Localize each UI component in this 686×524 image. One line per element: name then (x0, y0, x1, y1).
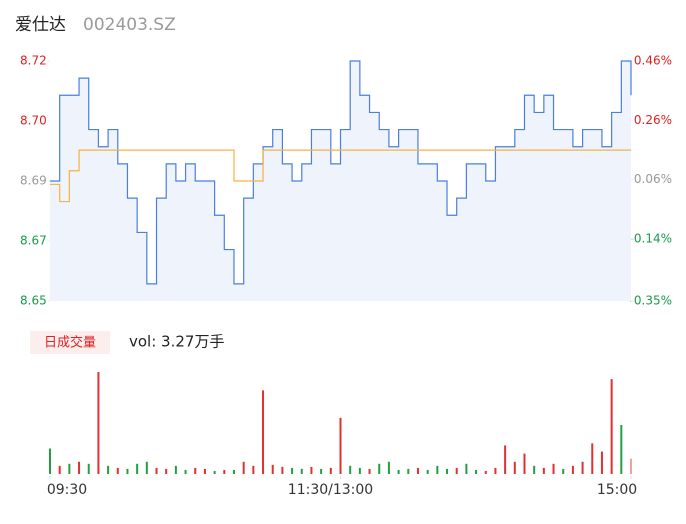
volume-bar (610, 379, 613, 474)
volume-bar (620, 425, 623, 474)
volume-bar (320, 468, 323, 474)
volume-bar (242, 461, 245, 474)
volume-bar (87, 463, 90, 474)
volume-bar (600, 451, 603, 474)
volume-bar (203, 468, 206, 474)
y2-tick-label: 0.06% (634, 172, 672, 186)
volume-bar (358, 467, 361, 474)
volume-bar (455, 467, 458, 474)
price-area (50, 61, 631, 301)
volume-bar (184, 469, 187, 474)
y-tick-label: 8.70 (20, 114, 47, 128)
y2-tick-label: -0.14% (630, 231, 672, 245)
volume-bar (523, 453, 526, 474)
volume-bar (475, 469, 478, 474)
stock-name: 爱仕达 (15, 15, 66, 35)
volume-bar (310, 466, 313, 474)
y2-tick-label: 0.26% (634, 113, 672, 127)
x-tick-label: 15:00 (597, 482, 637, 498)
y-tick-label: 8.69 (20, 174, 47, 188)
volume-bar (562, 468, 565, 474)
volume-bar (581, 461, 584, 474)
volume-bar (252, 465, 255, 474)
volume-bar (126, 468, 129, 474)
volume-badge (30, 331, 110, 354)
volume-bar (368, 468, 371, 474)
volume-bar (387, 461, 390, 474)
volume-bar (591, 443, 594, 474)
volume-bar (397, 469, 400, 474)
x-tick-label: 11:30/13:00 (288, 482, 373, 498)
volume-total: vol: 3.27万手 (129, 333, 224, 351)
volume-bar (223, 469, 226, 474)
volume-bar (213, 470, 216, 474)
volume-bar (446, 468, 449, 474)
y-tick-label: 8.72 (20, 54, 47, 68)
volume-bar (262, 390, 265, 474)
volume-bar (300, 468, 303, 474)
volume-bar (174, 465, 177, 474)
volume-bar (630, 458, 632, 474)
volume-bar (416, 467, 419, 474)
volume-bar (165, 468, 168, 474)
volume-bar (484, 470, 487, 474)
y2-tick-label: 0.46% (634, 54, 672, 68)
volume-bar (107, 465, 110, 474)
volume-bar (339, 417, 342, 474)
volume-bar (136, 463, 139, 474)
volume-bar (232, 469, 235, 474)
volume-bar (513, 461, 516, 474)
volume-bar (145, 461, 148, 474)
volume-bar (271, 464, 274, 474)
volume-bar (58, 465, 61, 474)
volume-badge-label: 日成交量 (44, 335, 96, 351)
volume-bar (571, 465, 574, 474)
volume-bar (68, 463, 71, 474)
volume-bar (97, 372, 100, 474)
volume-bar (329, 467, 332, 474)
y-tick-label: 8.67 (20, 234, 47, 248)
price-line (50, 60, 632, 285)
y-tick-label: 8.65 (20, 294, 47, 308)
volume-bar (533, 465, 536, 474)
volume-bar (542, 467, 545, 474)
volume-bar (378, 463, 381, 474)
volume-bar (426, 469, 429, 474)
volume-bar (436, 465, 439, 474)
volume-bar (349, 465, 352, 474)
volume-bar (49, 448, 51, 474)
y2-tick-label: -0.35% (630, 294, 672, 308)
volume-bar (281, 466, 284, 474)
volume-bar (116, 467, 119, 474)
volume-bar (465, 463, 468, 474)
volume-bar (155, 467, 158, 474)
volume-bar (194, 467, 197, 474)
stock-code: 002403.SZ (83, 15, 176, 35)
x-tick-label: 09:30 (47, 482, 87, 498)
volume-bar (504, 445, 507, 474)
volume-bar (291, 467, 294, 474)
volume-bar (552, 463, 555, 474)
volume-bar (407, 468, 410, 474)
average-line (50, 149, 631, 203)
volume-bar (78, 461, 81, 474)
volume-bar (494, 467, 497, 474)
